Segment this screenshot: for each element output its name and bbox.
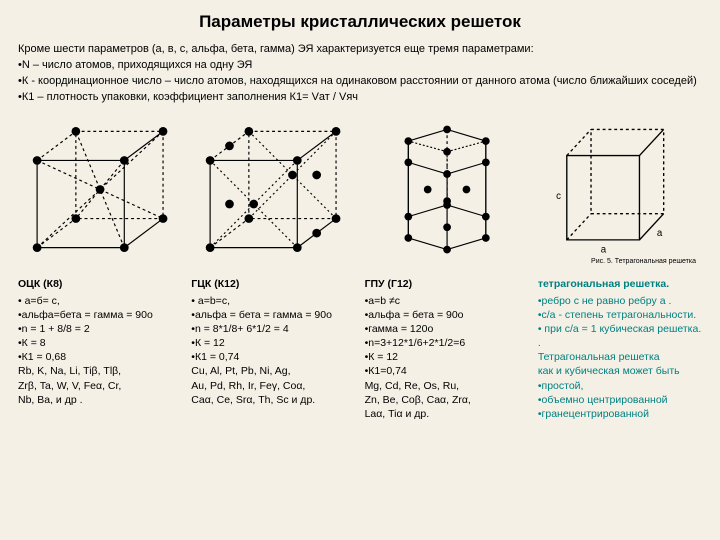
- intro-line: •N – число атомов, приходящихся на одну …: [18, 58, 702, 73]
- col-line: •альфа=бета = гамма = 90о: [18, 308, 182, 322]
- col-line: • а=б= с,: [18, 294, 182, 308]
- col-line: Тетрагональная решетка: [538, 350, 702, 364]
- page-title: Параметры кристаллических решеток: [18, 12, 702, 32]
- col-line: •К = 12: [191, 336, 355, 350]
- lattice-columns: ОЦК (К8) • а=б= с, •альфа=бета = гамма =…: [18, 277, 702, 421]
- col-line: •гранецентрированной: [538, 407, 702, 421]
- col-line: Zn, Be, Coβ, Caα, Zrα,: [365, 393, 529, 407]
- col-line: •альфа = бета = 90о: [365, 308, 529, 322]
- col-tetragonal: тетрагональная решетка. •ребро с не равн…: [538, 277, 702, 421]
- col-line: • а=b=с,: [191, 294, 355, 308]
- fig-caption: Рис. 5. Тетрагональная решетка: [591, 258, 696, 265]
- col-line: Au, Pd, Rh, Ir, Feγ, Coα,: [191, 379, 355, 393]
- col-header: тетрагональная решетка.: [538, 277, 702, 291]
- intro-line: Кроме шести параметров (а, в, с, альфа, …: [18, 42, 702, 57]
- bcc-diagram: [18, 112, 182, 267]
- col-line: Mg, Cd, Re, Os, Ru,: [365, 379, 529, 393]
- intro-block: Кроме шести параметров (а, в, с, альфа, …: [18, 42, 702, 104]
- svg-text:c: c: [556, 192, 561, 203]
- col-line: •К1 = 0,74: [191, 350, 355, 364]
- col-line: Zrβ, Ta, W, V, Feα, Cr,: [18, 379, 182, 393]
- col-line: •n = 1 + 8/8 = 2: [18, 322, 182, 336]
- col-header: ОЦК (К8): [18, 277, 182, 291]
- col-line: • при с/а = 1 кубическая решетка. .: [538, 322, 702, 350]
- col-bcc: ОЦК (К8) • а=б= с, •альфа=бета = гамма =…: [18, 277, 182, 421]
- col-line: •К = 12: [365, 350, 529, 364]
- svg-text:a: a: [657, 228, 663, 239]
- col-header: ГПУ (Г12): [365, 277, 529, 291]
- col-line: •альфа = бета = гамма = 90о: [191, 308, 355, 322]
- tetragonal-diagram: c a a Рис. 5. Тетрагональная решетка: [538, 112, 702, 267]
- fcc-diagram: [191, 112, 355, 267]
- col-header: ГЦК (К12): [191, 277, 355, 291]
- intro-line: •К1 – плотность упаковки, коэффициент за…: [18, 90, 702, 105]
- col-line: Nb, Ba, и др .: [18, 393, 182, 407]
- intro-line: •К - координационное число – число атомо…: [18, 74, 702, 89]
- svg-text:a: a: [601, 245, 607, 256]
- col-line: Caα, Ce, Srα, Th, Sc и др.: [191, 393, 355, 407]
- hcp-diagram: [365, 112, 529, 267]
- col-line: •n = 8*1/8+ 6*1/2 = 4: [191, 322, 355, 336]
- col-line: •n=3+12*1/6+2*1/2=6: [365, 336, 529, 350]
- col-line: •простой,: [538, 379, 702, 393]
- col-line: •с/а - степень тетрагональности.: [538, 308, 702, 322]
- col-line: •К = 8: [18, 336, 182, 350]
- col-line: •гамма = 120о: [365, 322, 529, 336]
- col-line: Cu, Al, Pt, Pb, Ni, Ag,: [191, 364, 355, 378]
- col-line: •К1=0,74: [365, 364, 529, 378]
- col-line: как и кубическая может быть: [538, 364, 702, 378]
- col-line: Laα, Tiα и др.: [365, 407, 529, 421]
- diagram-row: c a a Рис. 5. Тетрагональная решетка: [18, 112, 702, 267]
- col-line: •а=b ≠с: [365, 294, 529, 308]
- col-line: •К1 = 0,68: [18, 350, 182, 364]
- col-line: •ребро с не равно ребру а .: [538, 294, 702, 308]
- col-hcp: ГПУ (Г12) •а=b ≠с •альфа = бета = 90о •г…: [365, 277, 529, 421]
- col-line: Rb, K, Na, Li, Tiβ, Tlβ,: [18, 364, 182, 378]
- col-line: •объемно центрированной: [538, 393, 702, 407]
- col-fcc: ГЦК (К12) • а=b=с, •альфа = бета = гамма…: [191, 277, 355, 421]
